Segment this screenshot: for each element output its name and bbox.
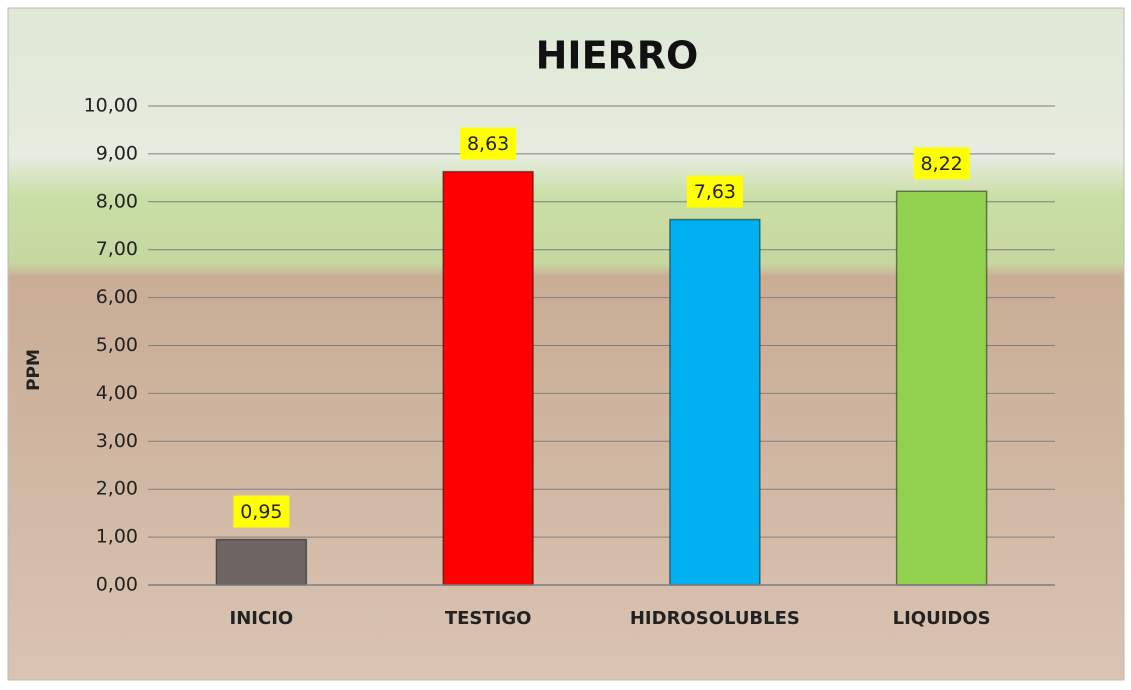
chart: HIERRO PPM 0,00 1,00 2,00 3,00 4,00 5,00 6,00 7… [0, 0, 1131, 686]
x-tick-label: LIQUIDOS [893, 608, 991, 629]
value-label: 8,22 [920, 153, 962, 175]
value-label: 0,95 [240, 501, 282, 523]
y-tick-label: 6,00 [96, 286, 138, 308]
bar [216, 539, 306, 585]
y-tick-label: 8,00 [96, 190, 138, 212]
x-tick-label: TESTIGO [445, 608, 532, 629]
y-tick-label: 4,00 [96, 382, 138, 404]
y-tick-label: 7,00 [96, 238, 138, 260]
y-tick-label: 0,00 [96, 574, 138, 596]
y-tick-label: 1,00 [96, 526, 138, 548]
y-axis-label: PPM [24, 349, 44, 391]
y-tick-label: 2,00 [96, 478, 138, 500]
x-tick-label: HIDROSOLUBLES [630, 608, 800, 629]
bar [670, 220, 760, 585]
y-tick-label: 9,00 [96, 142, 138, 164]
y-tick-label: 10,00 [84, 95, 138, 117]
bar [443, 172, 533, 585]
value-label: 8,63 [467, 133, 509, 155]
page: {"chart_data": {"type": "bar", "title": … [0, 0, 1131, 686]
value-label: 7,63 [694, 181, 736, 203]
x-tick-label: INICIO [230, 608, 294, 629]
y-tick-label: 5,00 [96, 334, 138, 356]
y-tick-label: 3,00 [96, 430, 138, 452]
bar [897, 191, 987, 585]
chart-title: HIERRO [536, 34, 699, 78]
